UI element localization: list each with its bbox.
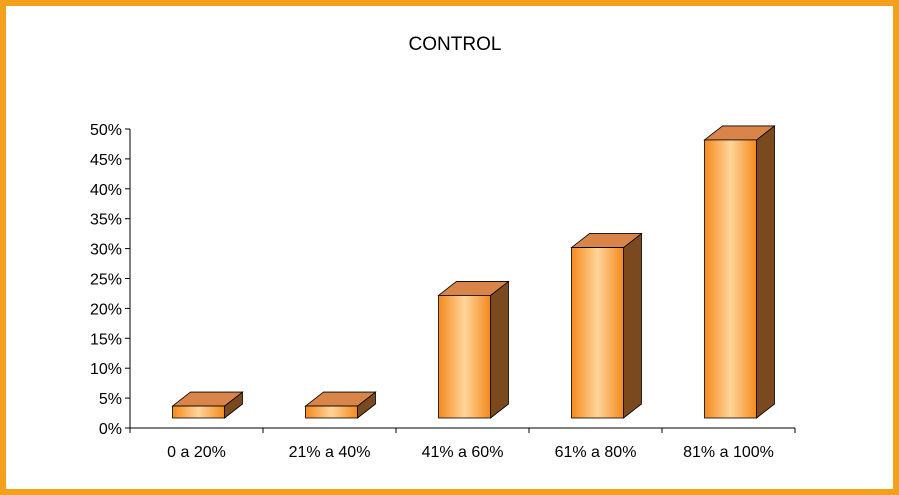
x-category-label: 81% a 100% [683,444,774,461]
bar [304,391,377,419]
bar-front-face [305,405,358,419]
bar-side-face [490,280,509,419]
y-tick-label: 35% [90,212,122,229]
x-category-label: 61% a 80% [555,444,637,461]
x-category-label: 0 a 20% [167,444,226,461]
y-tick-label: 15% [90,331,122,348]
bar-side-face [756,125,775,419]
chart-title: CONTROL [409,34,502,55]
y-tick-label: 5% [99,391,122,408]
y-tick-label: 10% [90,361,122,378]
x-category-label: 21% a 40% [289,444,371,461]
bar-front-face [571,247,624,419]
bar-front-face [704,139,757,419]
bar [570,232,643,419]
x-category-label: 41% a 60% [422,444,504,461]
y-tick-label: 25% [90,272,122,289]
bar-front-face [438,295,491,419]
y-tick-label: 0% [99,421,122,438]
y-tick-label: 50% [90,122,122,139]
x-axis: 0 a 20% 21% a 40% 41% a 60% 61% a 80% 81% a … [129,427,796,461]
y-tick-label: 30% [90,242,122,259]
bar [171,391,244,419]
y-tick-label: 40% [90,182,122,199]
y-tick-label: 45% [90,152,122,169]
bar-front-face [172,405,225,419]
bar-side-face [623,232,642,419]
bar [703,125,776,419]
bars [171,125,776,419]
y-tick-label: 20% [90,301,122,318]
y-axis: 0% 5% 10% 15% 20% 25% 30% 35% 40% 45% 50% [90,122,131,438]
bar [437,280,510,419]
